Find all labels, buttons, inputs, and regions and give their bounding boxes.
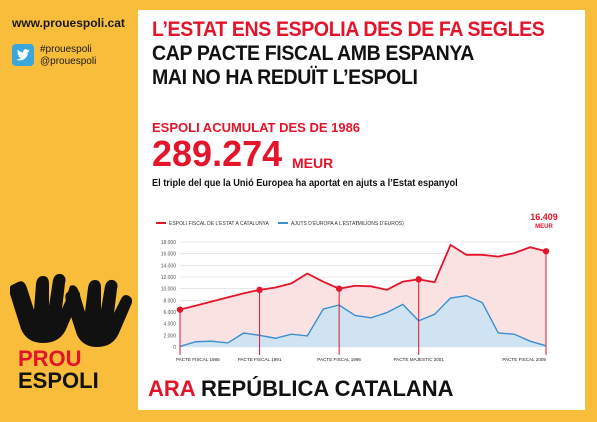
ajuts-area	[180, 295, 546, 347]
twitter-icon[interactable]	[12, 44, 34, 66]
ajuts-line	[179, 294, 547, 348]
marker-label: PACTE FISCAL 1996	[317, 357, 361, 362]
prou-espoli-logo: PROU ESPOLI	[18, 348, 99, 392]
headline-line1: L’ESTAT ENS ESPOLIA DES DE FA SEGLES	[152, 18, 545, 41]
y-tick-label: 18.000	[161, 240, 177, 246]
callout-value: 16.409	[530, 212, 558, 222]
y-tick-label: 14.000	[161, 263, 177, 269]
twitter-block: #prouespoli @prouespoli	[12, 44, 96, 68]
accumulated-unit: MEUR	[292, 155, 334, 171]
marker-point	[176, 306, 184, 313]
slogan-republica: REPÚBLICA CATALANA	[194, 376, 454, 401]
slogan-ara: ARA	[148, 376, 195, 401]
logo-line1: PROU	[18, 346, 82, 371]
headline-line2: CAP PACTE FISCAL AMB ESPANYA	[152, 42, 475, 65]
twitter-hashtag[interactable]: #prouespoli	[40, 44, 92, 55]
y-tick-label: 2.000	[163, 333, 176, 339]
y-tick-label: 6.000	[163, 310, 176, 316]
accumulated-value: 289.274	[152, 133, 283, 174]
y-tick-label: 8.000	[163, 298, 176, 304]
legend-label: (MILIONS D’EUROS)	[356, 221, 404, 227]
marker-label: PACTE FISCAL 1991	[238, 357, 282, 362]
headline: L’ESTAT ENS ESPOLIA DES DE FA SEGLES CAP…	[152, 18, 545, 90]
y-tick-label: 16.000	[161, 252, 177, 258]
twitter-handles: #prouespoli @prouespoli	[40, 44, 96, 68]
accumulated-note: El triple del que la Unió Europea ha apo…	[152, 178, 458, 189]
espoli-chart: ESPOLI FISCAL DE L’ESTAT A CATALUNYA AJUT…	[156, 212, 558, 362]
marker-point	[256, 286, 263, 294]
headline-line3: MAI NO HA REDUÏT L’ESPOLI	[152, 66, 418, 89]
logo-line2: ESPOLI	[18, 368, 99, 393]
left-sidebar: www.prouespoli.cat #prouespoli @prouespo…	[0, 0, 138, 422]
marker-point	[335, 285, 343, 292]
espoli-line	[179, 243, 547, 311]
marker-label: PACTE FISCAL 1986	[176, 357, 220, 362]
marker-label: PACTE FISCAL 2009	[502, 357, 546, 362]
marker-label: PACTE MAJESTIC 2001	[393, 357, 444, 362]
legend-label: AJUTS D’EUROPA A L’ESTAT	[291, 221, 358, 227]
y-tick-label: 0	[173, 345, 176, 351]
y-tick-label: 4.000	[163, 322, 176, 328]
legend-label: ESPOLI FISCAL DE L’ESTAT A CATALUNYA	[169, 221, 270, 227]
y-tick-label: 10.000	[161, 287, 177, 293]
y-tick-label: 12.000	[161, 275, 177, 281]
main-panel: L’ESTAT ENS ESPOLIA DES DE FA SEGLES CAP…	[138, 10, 585, 410]
accumulated-title: ESPOLI ACUMULAT DES DE 1986	[152, 120, 361, 135]
raised-hands-icon	[10, 273, 132, 347]
callout-unit: MEUR	[535, 224, 553, 230]
marker-point	[542, 248, 550, 255]
site-url[interactable]: www.prouespoli.cat	[12, 16, 125, 30]
bottom-slogan: ARA REPÚBLICA CATALANA	[148, 376, 454, 402]
marker-point	[415, 276, 422, 283]
twitter-account[interactable]: @prouespoli	[40, 56, 97, 67]
